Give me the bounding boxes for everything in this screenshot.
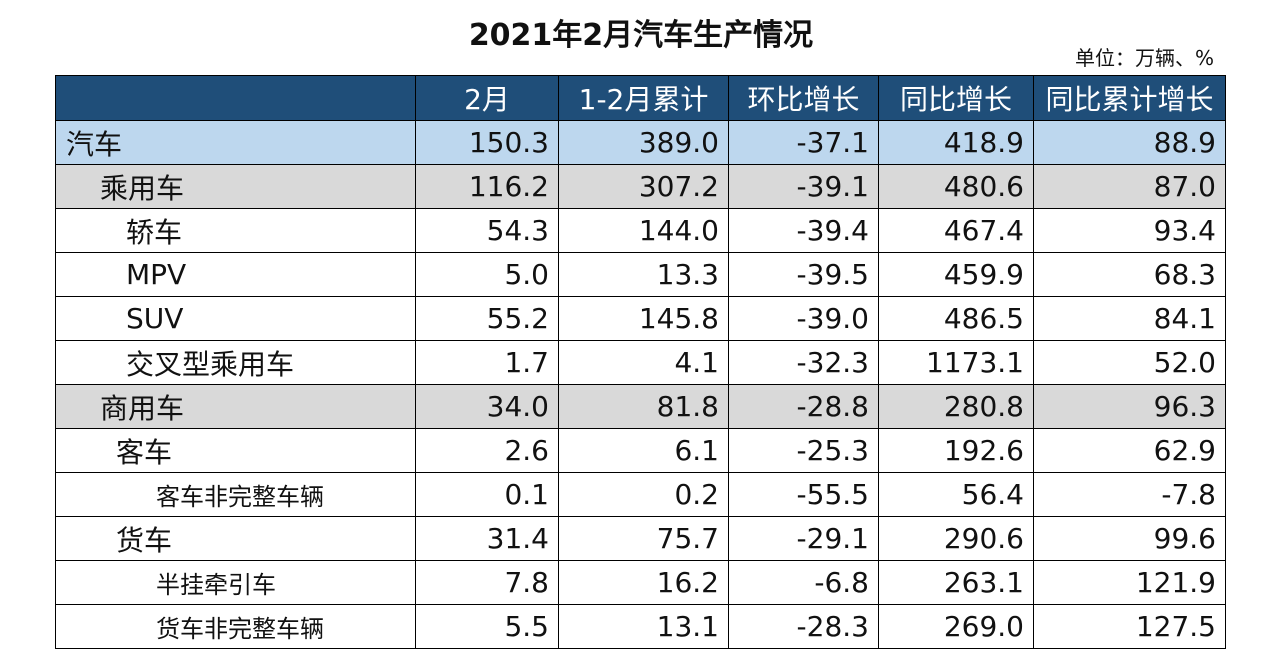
cell-cum-yoy-growth: 52.0 [1033,340,1226,385]
cell-cumulative: 75.7 [558,516,729,561]
cell-feb: 1.7 [415,340,559,385]
row-label: 客车 [55,428,416,473]
table-row: 轿车 54.3 144.0 -39.4 467.4 93.4 [55,208,1226,253]
cell-feb: 5.0 [415,252,559,297]
cell-mom-growth: -25.3 [728,428,879,473]
row-label: 汽车 [55,120,416,165]
table-header-row: 2月 1-2月累计 环比增长 同比增长 同比累计增长 [55,75,1226,121]
row-label: 轿车 [55,208,416,253]
cell-cum-yoy-growth: 62.9 [1033,428,1226,473]
cell-feb: 150.3 [415,120,559,165]
row-label: 货车非完整车辆 [55,604,416,649]
table-row: MPV 5.0 13.3 -39.5 459.9 68.3 [55,252,1226,297]
row-label: 半挂牵引车 [55,560,416,605]
cell-yoy-growth: 459.9 [878,252,1034,297]
cell-cumulative: 307.2 [558,164,729,209]
cell-feb: 31.4 [415,516,559,561]
cell-cum-yoy-growth: 99.6 [1033,516,1226,561]
cell-mom-growth: -37.1 [728,120,879,165]
row-label: 客车非完整车辆 [55,472,416,517]
header-cell-label [55,75,416,121]
cell-yoy-growth: 1173.1 [878,340,1034,385]
row-label: 交叉型乘用车 [55,340,416,385]
cell-yoy-growth: 467.4 [878,208,1034,253]
header-cell-yoy-growth: 同比增长 [878,75,1034,121]
cell-mom-growth: -39.1 [728,164,879,209]
header-cell-cum-yoy-growth: 同比累计增长 [1033,75,1226,121]
cell-mom-growth: -29.1 [728,516,879,561]
cell-cumulative: 13.3 [558,252,729,297]
table-row: 汽车 150.3 389.0 -37.1 418.9 88.9 [55,120,1226,165]
table-row: 货车非完整车辆 5.5 13.1 -28.3 269.0 127.5 [55,604,1226,649]
cell-feb: 7.8 [415,560,559,605]
cell-cumulative: 13.1 [558,604,729,649]
header-cell-mom-growth: 环比增长 [728,75,879,121]
cell-mom-growth: -32.3 [728,340,879,385]
row-label: 货车 [55,516,416,561]
cell-mom-growth: -39.5 [728,252,879,297]
cell-feb: 55.2 [415,296,559,341]
cell-yoy-growth: 280.8 [878,384,1034,429]
cell-mom-growth: -39.0 [728,296,879,341]
table-row: 客车 2.6 6.1 -25.3 192.6 62.9 [55,428,1226,473]
cell-yoy-growth: 56.4 [878,472,1034,517]
cell-cumulative: 81.8 [558,384,729,429]
cell-cumulative: 144.0 [558,208,729,253]
cell-mom-growth: -28.8 [728,384,879,429]
cell-cumulative: 145.8 [558,296,729,341]
cell-mom-growth: -28.3 [728,604,879,649]
cell-cum-yoy-growth: 93.4 [1033,208,1226,253]
row-label: SUV [55,296,416,341]
row-label: MPV [55,252,416,297]
cell-yoy-growth: 269.0 [878,604,1034,649]
table-row: 交叉型乘用车 1.7 4.1 -32.3 1173.1 52.0 [55,340,1226,385]
header-cell-feb: 2月 [415,75,559,121]
cell-cumulative: 6.1 [558,428,729,473]
cell-cum-yoy-growth: 68.3 [1033,252,1226,297]
cell-cum-yoy-growth: 96.3 [1033,384,1226,429]
cell-cumulative: 0.2 [558,472,729,517]
table-row: 客车非完整车辆 0.1 0.2 -55.5 56.4 -7.8 [55,472,1226,517]
table-row: 半挂牵引车 7.8 16.2 -6.8 263.1 121.9 [55,560,1226,605]
cell-yoy-growth: 418.9 [878,120,1034,165]
cell-cum-yoy-growth: -7.8 [1033,472,1226,517]
cell-mom-growth: -39.4 [728,208,879,253]
cell-cum-yoy-growth: 84.1 [1033,296,1226,341]
cell-feb: 0.1 [415,472,559,517]
production-table: 2月 1-2月累计 环比增长 同比增长 同比累计增长 汽车 150.3 389.… [55,75,1226,649]
cell-cum-yoy-growth: 127.5 [1033,604,1226,649]
header-cell-cumulative: 1-2月累计 [558,75,729,121]
table-row: 乘用车 116.2 307.2 -39.1 480.6 87.0 [55,164,1226,209]
cell-yoy-growth: 263.1 [878,560,1034,605]
cell-yoy-growth: 486.5 [878,296,1034,341]
cell-feb: 54.3 [415,208,559,253]
cell-yoy-growth: 290.6 [878,516,1034,561]
page-title: 2021年2月汽车生产情况 [468,18,814,53]
cell-yoy-growth: 480.6 [878,164,1034,209]
cell-cum-yoy-growth: 121.9 [1033,560,1226,605]
cell-cumulative: 389.0 [558,120,729,165]
cell-feb: 5.5 [415,604,559,649]
cell-yoy-growth: 192.6 [878,428,1034,473]
row-label: 商用车 [55,384,416,429]
cell-cumulative: 16.2 [558,560,729,605]
table-row: SUV 55.2 145.8 -39.0 486.5 84.1 [55,296,1226,341]
table-row: 货车 31.4 75.7 -29.1 290.6 99.6 [55,516,1226,561]
row-label: 乘用车 [55,164,416,209]
cell-feb: 116.2 [415,164,559,209]
cell-feb: 34.0 [415,384,559,429]
cell-cumulative: 4.1 [558,340,729,385]
cell-mom-growth: -55.5 [728,472,879,517]
table-row: 商用车 34.0 81.8 -28.8 280.8 96.3 [55,384,1226,429]
cell-feb: 2.6 [415,428,559,473]
unit-note: 单位：万辆、% [1074,46,1214,70]
cell-mom-growth: -6.8 [728,560,879,605]
cell-cum-yoy-growth: 88.9 [1033,120,1226,165]
cell-cum-yoy-growth: 87.0 [1033,164,1226,209]
